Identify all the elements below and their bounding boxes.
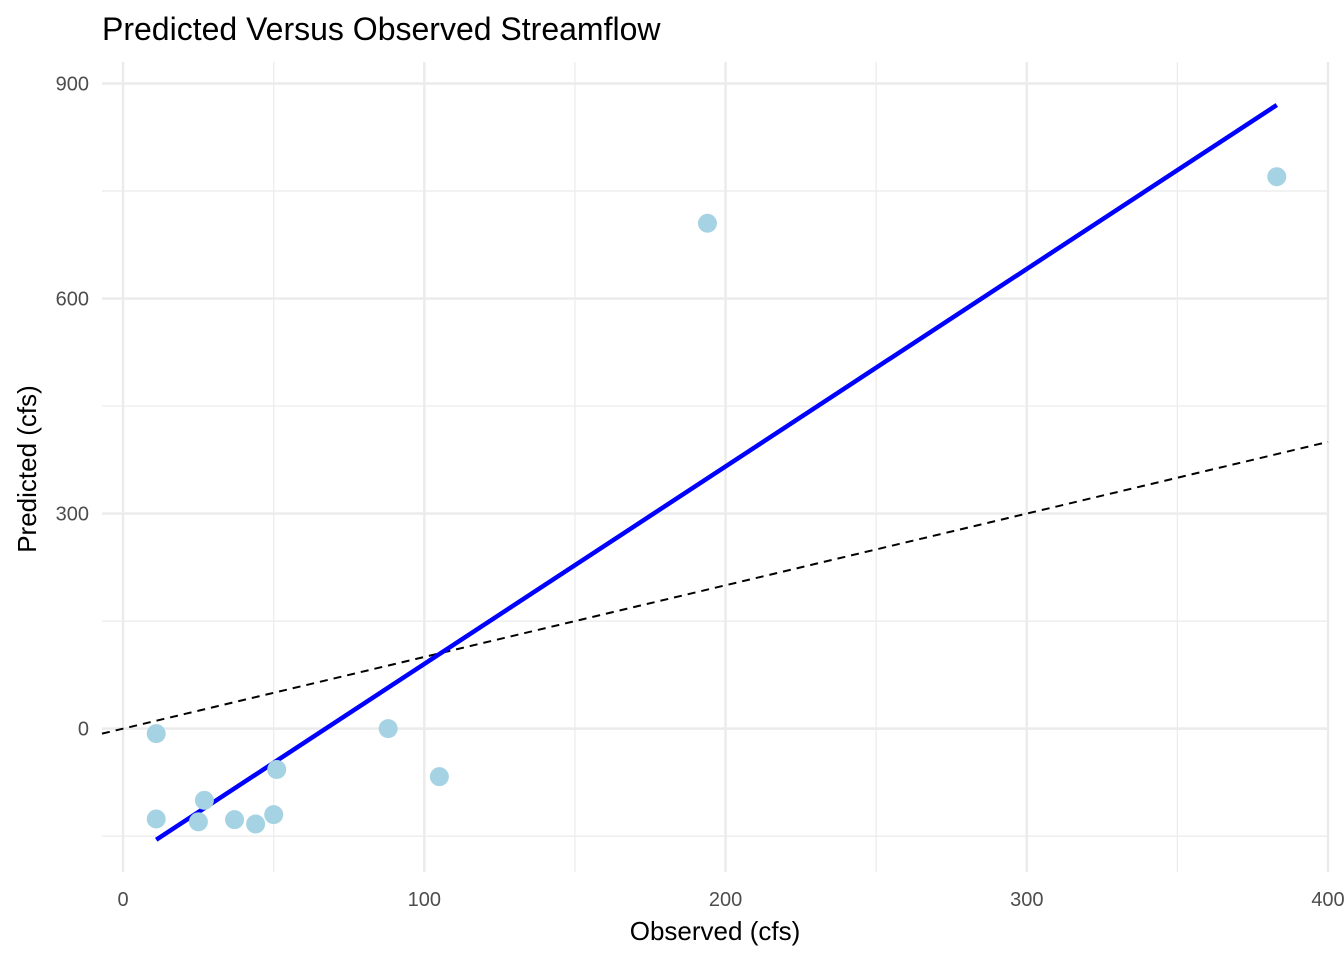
- y-tick-label: 900: [56, 74, 89, 96]
- y-tick-labels: 0 300 600 900: [56, 74, 89, 741]
- data-point: [429, 767, 449, 787]
- fit-line: [154, 103, 1279, 842]
- grid-minor: [102, 62, 1328, 872]
- identity-line: [101, 440, 1329, 735]
- x-tick-labels: 0 100 200 300 400: [118, 889, 1344, 911]
- chart-title: Predicted Versus Observed Streamflow: [102, 11, 661, 47]
- data-point: [264, 805, 284, 825]
- x-axis-title: Observed (cfs): [630, 916, 801, 946]
- data-point: [194, 790, 214, 810]
- identity-line-group: [101, 440, 1329, 735]
- data-point: [697, 213, 717, 233]
- fit-line-group: [154, 103, 1279, 842]
- data-point: [146, 809, 166, 829]
- points-group: [146, 167, 1287, 834]
- data-point: [146, 724, 166, 744]
- y-tick-label: 600: [56, 289, 89, 311]
- x-tick-label: 100: [408, 889, 441, 911]
- data-point: [246, 814, 266, 834]
- data-point: [188, 812, 208, 832]
- y-axis-title: Predicted (cfs): [12, 385, 42, 553]
- data-point: [225, 810, 245, 830]
- x-tick-label: 200: [709, 889, 742, 911]
- y-tick-label: 0: [78, 719, 89, 741]
- data-point: [378, 719, 398, 739]
- data-point: [267, 759, 287, 779]
- data-point: [1267, 167, 1287, 187]
- x-tick-label: 400: [1311, 889, 1344, 911]
- y-tick-label: 300: [56, 504, 89, 526]
- x-tick-label: 300: [1010, 889, 1043, 911]
- x-tick-label: 0: [118, 889, 129, 911]
- grid-major: [102, 62, 1330, 872]
